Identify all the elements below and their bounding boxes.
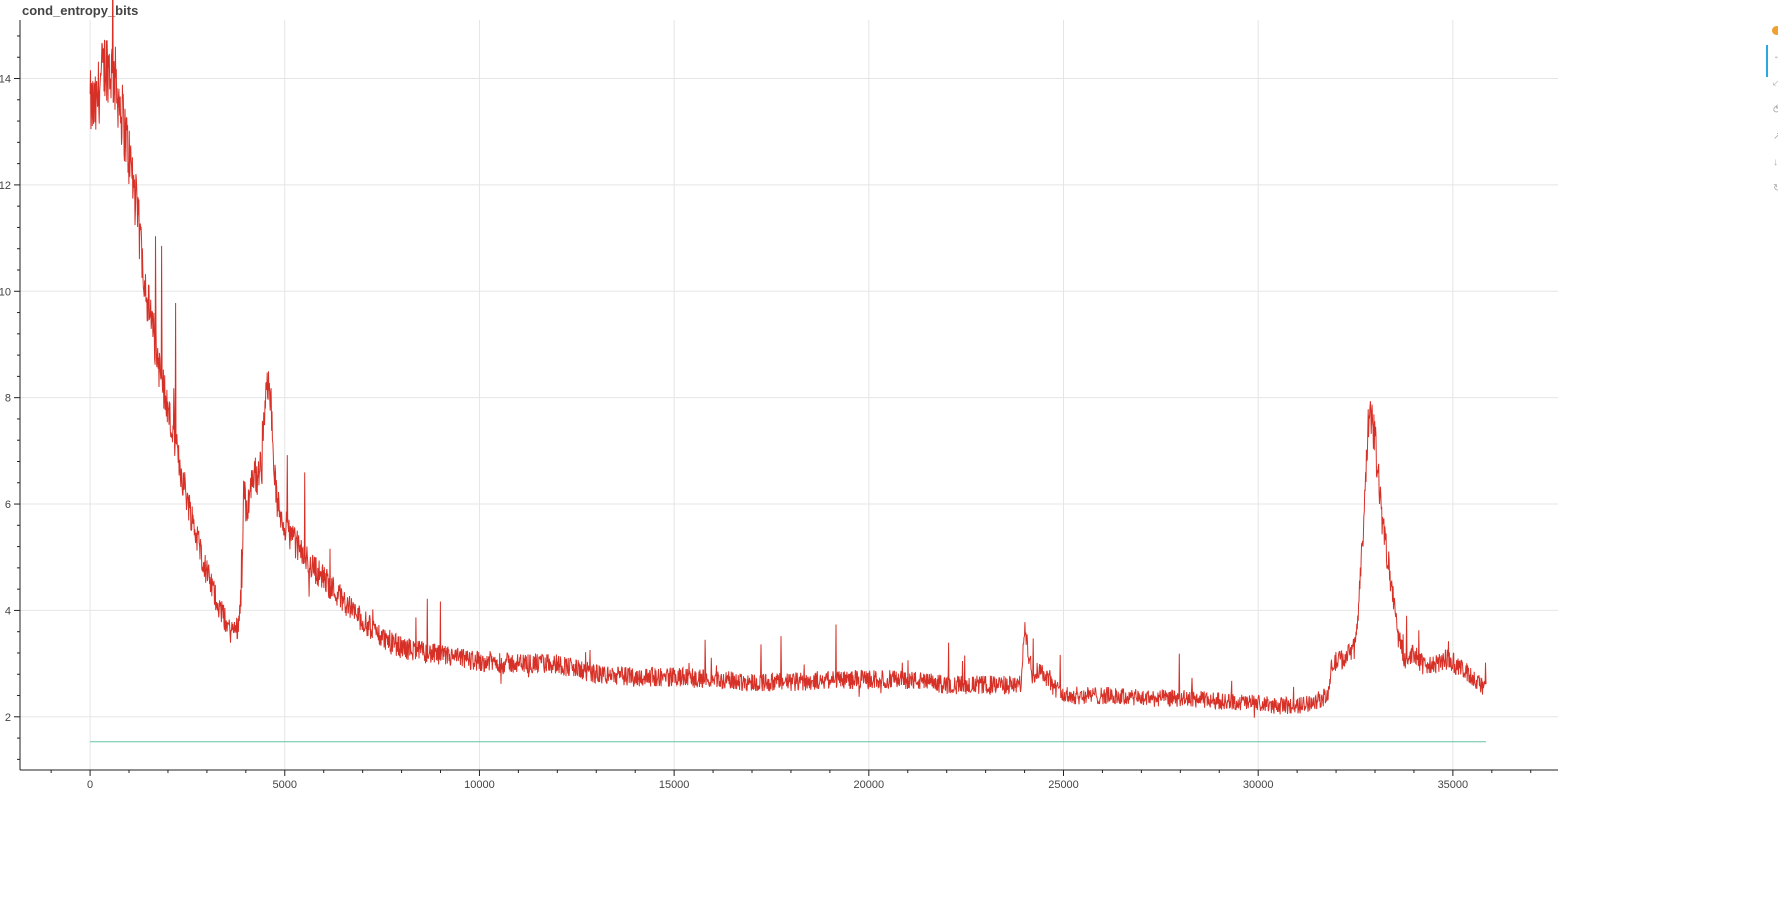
x-tick-label: 0 — [87, 779, 93, 791]
x-tick-label: 10000 — [464, 779, 495, 791]
active-tool-indicator — [1766, 45, 1768, 77]
x-tick-label: 35000 — [1438, 779, 1469, 791]
pan-tool-icon[interactable]: ↔ — [1773, 51, 1778, 62]
box-zoom-tool-icon[interactable]: ⤢ — [1773, 77, 1778, 88]
tick-labels: 0 5000 10000 15000 20000 25000 30000 35000 2 4 6 8 1… — [0, 74, 1468, 791]
grid-lines — [20, 20, 1558, 770]
x-tick-label: 25000 — [1048, 779, 1079, 791]
x-tick-label: 5000 — [273, 779, 297, 791]
series-line-0 — [89, 0, 1487, 718]
y-tick-label: 8 — [5, 393, 11, 405]
save-tool-icon[interactable]: ↗ — [1773, 131, 1778, 142]
chart-title: cond_entropy_bits — [22, 3, 139, 18]
wheel-zoom-tool-icon[interactable]: ⥀ — [1773, 105, 1778, 116]
reset-tool-icon[interactable]: ↻ — [1773, 183, 1778, 194]
y-tick-label: 2 — [5, 712, 11, 724]
y-tick-label: 14 — [0, 74, 11, 86]
y-tick-label: 10 — [0, 286, 11, 298]
plot-toolbar[interactable]: ↔ ⤢ ⥀ ↗ ↓ ↻ — [1765, 20, 1778, 220]
x-tick-label: 30000 — [1243, 779, 1274, 791]
y-tick-label: 4 — [5, 605, 11, 617]
hover-tool-icon[interactable]: ↓ — [1773, 157, 1778, 168]
y-tick-label: 6 — [5, 499, 11, 511]
x-tick-label: 20000 — [854, 779, 885, 791]
axes — [14, 20, 1558, 776]
series-layer — [89, 0, 1487, 743]
x-tick-label: 15000 — [659, 779, 690, 791]
y-tick-label: 12 — [0, 180, 11, 192]
bokeh-logo-icon — [1772, 26, 1778, 35]
